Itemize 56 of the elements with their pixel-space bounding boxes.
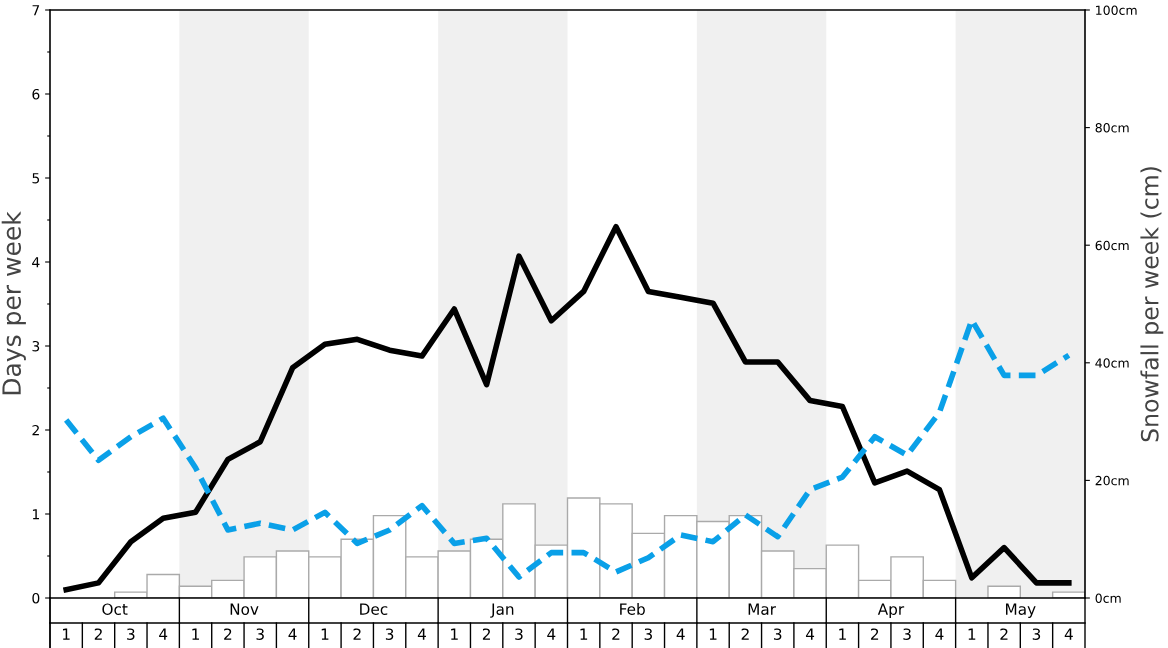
x-tick-label: 2: [871, 628, 879, 640]
x-tick-label: 3: [127, 628, 135, 640]
x-tick-label: 3: [644, 628, 652, 640]
y2-tick-label: 60cm: [1095, 240, 1129, 251]
x-tick-label: 3: [385, 628, 394, 640]
x-tick-label: 3: [1032, 628, 1041, 640]
text: Feb: [620, 603, 645, 615]
x-tick-label: 1: [968, 628, 976, 640]
x-tick-label: 4: [417, 628, 426, 640]
x-tick-label: 1: [451, 628, 458, 640]
x-tick-label: 3: [774, 628, 782, 640]
x-tick-label: 1: [709, 628, 717, 640]
x-tick-label: 3: [903, 628, 911, 640]
x-tick-label: 4: [547, 628, 556, 640]
x-tick-label: 2: [94, 628, 102, 640]
text: Nov: [230, 603, 259, 615]
text: Jan: [490, 603, 514, 618]
y2-tick-label: 20cm: [1095, 475, 1129, 486]
x-tick-label: 1: [580, 628, 588, 640]
x-tick-label: 2: [353, 628, 361, 640]
x-tick-label: 3: [515, 628, 523, 640]
y-tick-label: 0: [32, 592, 40, 604]
x-tick-label: 1: [839, 628, 846, 640]
x-tick-label: 1: [192, 628, 199, 640]
x-tick-label: 2: [482, 628, 490, 640]
y2-tick-label: 40cm: [1095, 358, 1129, 368]
y2-tick-label: 80cm: [1095, 123, 1129, 133]
y-tick-label: 7: [32, 5, 40, 16]
x-tick-label: 4: [676, 628, 685, 640]
y-axis-title: Days per week: [1, 211, 26, 395]
y2-axis-title: Snowfall per week (cm): [1140, 167, 1164, 442]
x-tick-label: 2: [741, 628, 749, 640]
y2-tick-label: 0cm: [1095, 593, 1121, 603]
y-tick-label: 6: [32, 88, 40, 100]
y-tick-label: 1: [32, 509, 39, 520]
x-tick-label: 4: [288, 628, 297, 640]
y-tick-label: 4: [32, 257, 40, 268]
text: Dec: [360, 603, 388, 615]
x-tick-label: 4: [935, 628, 944, 640]
text: Apr: [877, 603, 905, 618]
x-tick-label: 2: [1000, 628, 1008, 640]
x-tick-label: 2: [612, 628, 620, 640]
y-tick-label: 3: [32, 340, 40, 352]
x-tick-label: 4: [805, 628, 815, 640]
x-tick-label: 1: [62, 628, 70, 640]
text: Mar: [748, 603, 776, 615]
y2-tick-label: 100cm: [1096, 5, 1137, 15]
x-tick-label: 2: [224, 628, 232, 640]
x-tick-label: 4: [1064, 628, 1073, 640]
text: Oct: [102, 603, 128, 615]
y-tick-label: 5: [32, 173, 40, 184]
x-tick-label: 3: [256, 628, 264, 640]
x-tick-label: 1: [321, 628, 329, 640]
x-tick-label: 4: [159, 628, 168, 640]
y-tick-label: 2: [32, 424, 39, 436]
text: May: [1006, 603, 1036, 618]
